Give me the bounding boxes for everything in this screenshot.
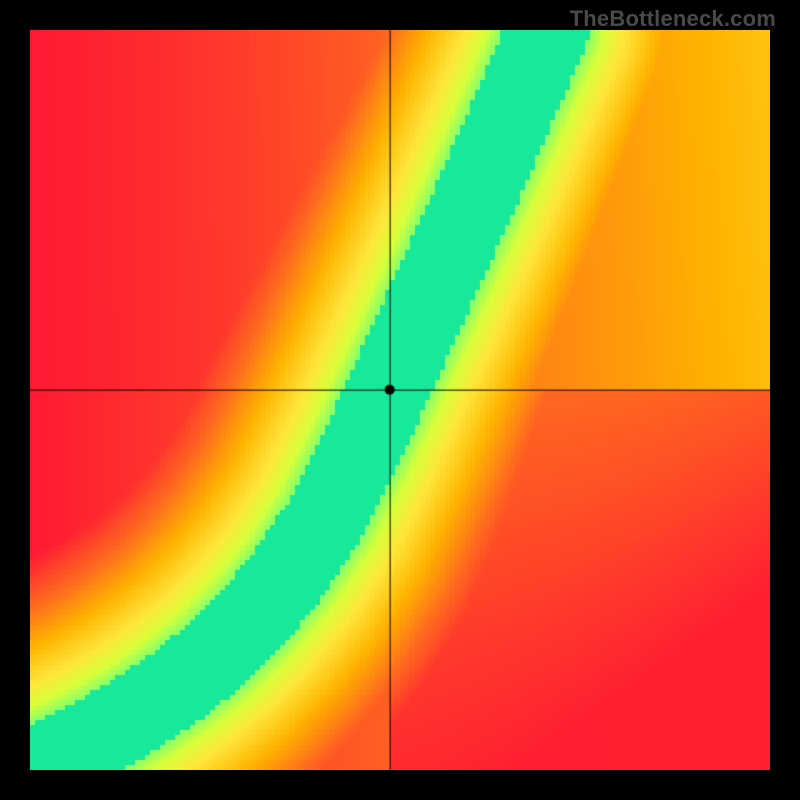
chart-frame: TheBottleneck.com [0,0,800,800]
watermark-text: TheBottleneck.com [570,6,776,32]
bottleneck-heatmap [30,30,770,770]
